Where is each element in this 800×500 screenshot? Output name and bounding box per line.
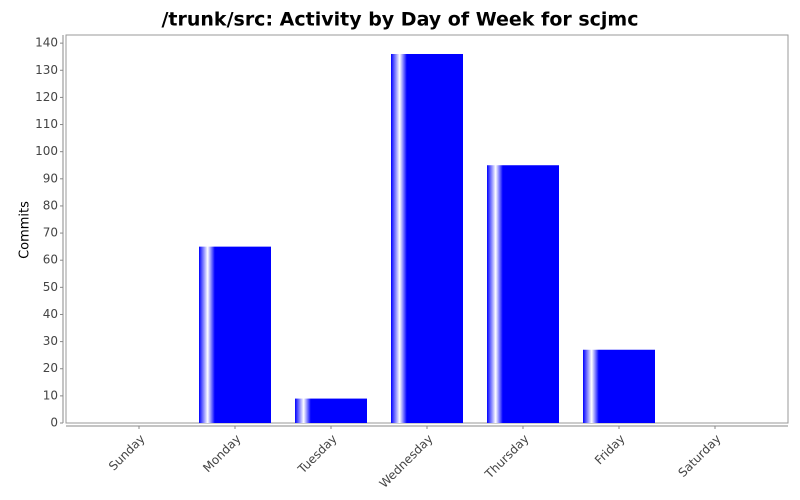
y-tick-label: 20 [43, 361, 58, 375]
x-tick-label: Thursday [482, 432, 532, 482]
y-tick-label: 80 [43, 198, 58, 212]
y-axis-label: Commits [18, 201, 33, 259]
bar [295, 398, 367, 423]
x-tick-label: Wednesday [377, 432, 436, 491]
chart-title: /trunk/src: Activity by Day of Week for … [161, 9, 638, 31]
x-tick-label: Tuesday [294, 432, 339, 477]
y-tick-label: 100 [35, 144, 58, 158]
y-tick-label: 130 [35, 63, 58, 77]
x-tick-label: Saturday [675, 432, 723, 480]
x-tick-label: Friday [592, 432, 628, 468]
y-tick-label: 60 [43, 253, 58, 267]
y-tick-label: 50 [43, 280, 58, 294]
bar [583, 349, 655, 423]
bar [487, 165, 559, 423]
y-tick-label: 140 [35, 36, 58, 50]
y-tick-label: 110 [35, 117, 58, 131]
y-tick-label: 40 [43, 307, 58, 321]
y-tick-label: 30 [43, 334, 58, 348]
x-tick-label: Sunday [106, 432, 148, 474]
bar [391, 53, 463, 423]
y-tick-label: 90 [43, 171, 58, 185]
x-tick-label: Monday [200, 432, 243, 475]
bar [199, 246, 271, 423]
y-tick-label: 10 [43, 388, 58, 402]
y-tick-label: 0 [50, 416, 58, 430]
y-tick-label: 120 [35, 90, 58, 104]
y-tick-label: 70 [43, 226, 58, 240]
